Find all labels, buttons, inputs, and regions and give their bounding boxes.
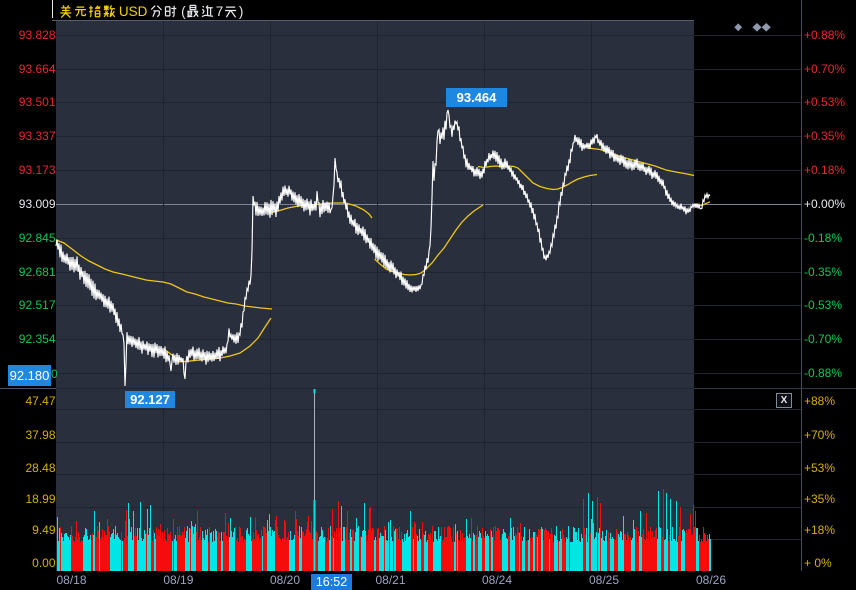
svg-text:): )	[239, 4, 244, 19]
svg-text:USD: USD	[119, 4, 148, 19]
svg-text:7: 7	[216, 4, 224, 19]
svg-text:(: (	[181, 4, 186, 19]
